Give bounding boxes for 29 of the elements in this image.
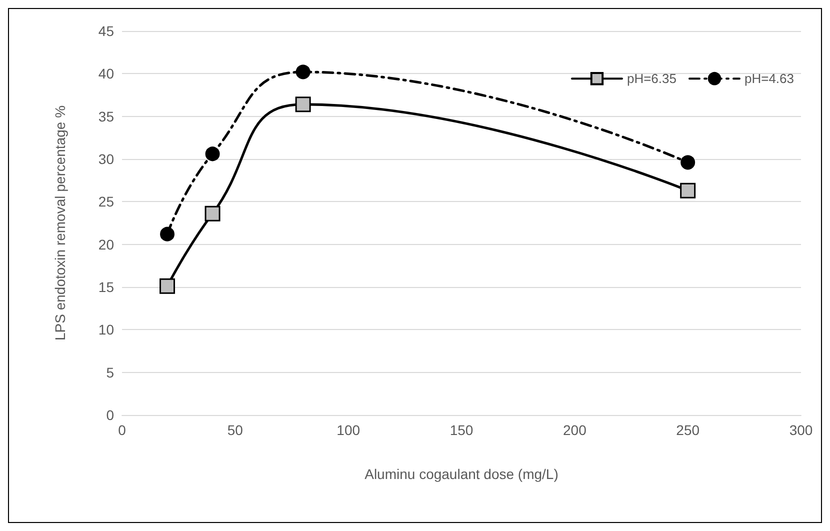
point — [680, 182, 696, 198]
y-tick-label: 5 — [106, 364, 114, 380]
point — [160, 278, 176, 294]
x-tick-label: 150 — [450, 422, 474, 438]
x-tick-label: 250 — [676, 422, 700, 438]
y-tick-label: 25 — [98, 194, 114, 210]
y-tick-label: 15 — [98, 279, 114, 295]
y-tick-label: 35 — [98, 108, 114, 124]
legend-label: pH=4.63 — [744, 71, 794, 86]
point — [295, 96, 311, 112]
point — [296, 64, 310, 80]
x-axis-title: Aluminu cogaulant dose (mg/L) — [364, 466, 558, 482]
y-axis-title: LPS endotoxin removal percentage % — [52, 105, 68, 341]
y-tick-label: 30 — [98, 151, 114, 167]
point — [680, 155, 696, 170]
y-tick-label: 20 — [98, 236, 114, 252]
y-tick-label: 40 — [98, 66, 114, 82]
x-tick-label: 0 — [118, 422, 126, 438]
legend-label: pH=6.35 — [626, 71, 676, 86]
point — [204, 206, 220, 222]
point — [160, 226, 175, 242]
y-tick-label: 10 — [98, 322, 114, 338]
x-tick-label: 100 — [336, 422, 360, 438]
y-tick-label: 0 — [106, 407, 114, 423]
y-tick-label: 45 — [98, 23, 114, 39]
x-tick-label: 50 — [227, 422, 244, 438]
x-tick-label: 300 — [789, 422, 813, 438]
point — [205, 146, 220, 162]
x-tick-label: 200 — [562, 422, 587, 438]
